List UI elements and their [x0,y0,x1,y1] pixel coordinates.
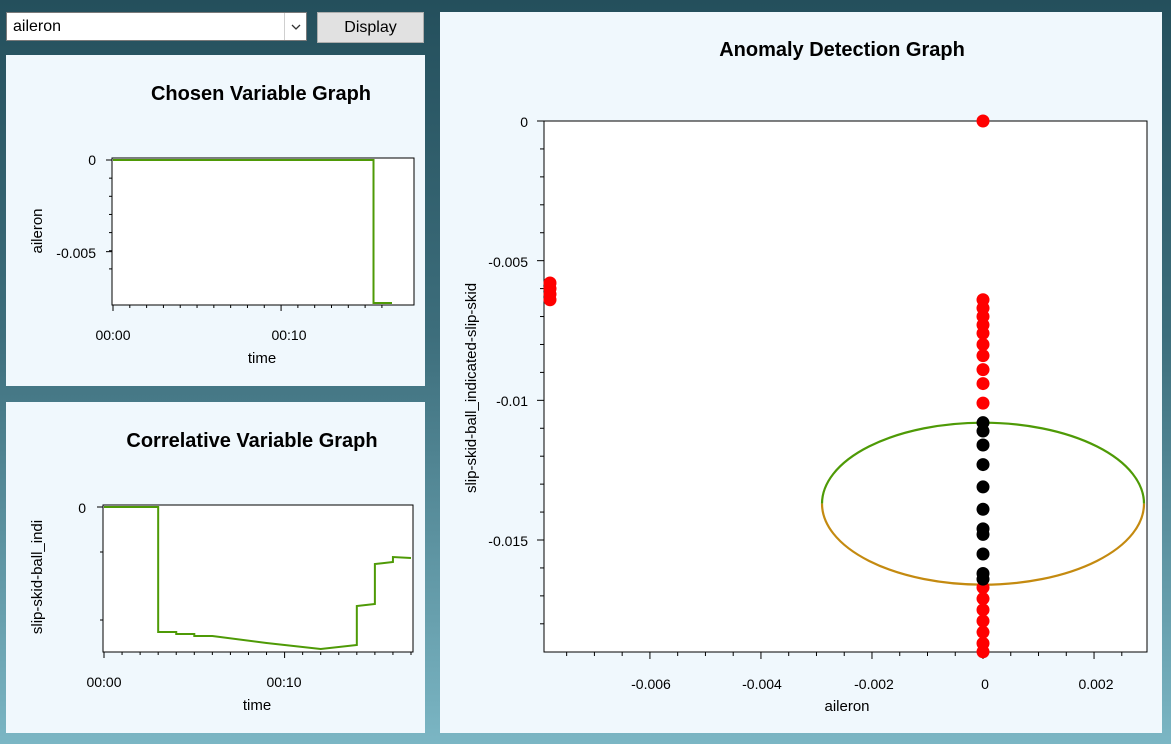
anomaly-normal-point [976,527,990,541]
chosen-variable-chart: Chosen Variable Graph 0 -0.005 00:00 00:… [29,83,415,367]
correlative-ylabel: slip-skid-ball_indi [29,520,46,634]
anomaly-normal-point [976,438,990,452]
anomaly-normal-point [976,424,990,438]
correlative-series-line [104,506,412,651]
anomaly-xlabel: aileron [824,698,869,715]
chosen-plot-area [111,157,415,306]
anomaly-normal-point [976,480,990,494]
chosen-ytick-1: -0.005 [56,245,96,261]
correlative-variable-chart: Correlative Variable Graph 0 00:00 00:10… [29,430,414,714]
correlative-xlabel: time [243,697,271,714]
correlative-plot-area [102,504,414,653]
anomaly-outlier-point [543,293,557,307]
anomaly-ytick-3: -0.015 [488,533,528,549]
variable-select-value: aileron [13,18,62,35]
anomaly-outlier-point [976,337,990,351]
anomaly-xtick-0: -0.006 [631,676,671,692]
anomaly-outlier-point [976,349,990,363]
chosen-xtick-0: 00:00 [95,327,130,343]
anomaly-normal-point [976,572,990,586]
correlative-variable-panel: Correlative Variable Graph 0 00:00 00:10… [6,402,425,733]
anomaly-outlier-point [976,625,990,639]
anomaly-ytick-2: -0.01 [496,393,528,409]
variable-select[interactable]: aileron [6,12,307,41]
anomaly-detection-panel: Anomaly Detection Graph 0 -0.005 -0.01 -… [440,12,1162,733]
chosen-ylabel: aileron [29,208,46,253]
chosen-variable-panel: Chosen Variable Graph 0 -0.005 00:00 00:… [6,55,425,386]
display-button[interactable]: Display [317,12,424,43]
anomaly-normal-point [976,547,990,561]
chosen-xtick-1: 00:10 [271,327,306,343]
correlative-graph-title: Correlative Variable Graph [126,430,377,452]
anomaly-xtick-1: -0.004 [742,676,782,692]
anomaly-normal-point [976,458,990,472]
anomaly-outlier-point [976,396,990,410]
chevron-down-icon[interactable] [284,13,306,40]
chosen-series-line [113,159,392,304]
anomaly-ylabel: slip-skid-ball_indicated-slip-skid [463,283,480,493]
anomaly-outlier-point [976,114,990,128]
chosen-graph-title: Chosen Variable Graph [151,83,371,105]
anomaly-xtick-4: 0.002 [1078,676,1113,692]
anomaly-plot-area [543,120,1148,653]
anomaly-detection-chart: Anomaly Detection Graph 0 -0.005 -0.01 -… [463,39,1148,715]
anomaly-outlier-point [976,614,990,628]
anomaly-outlier-point [976,326,990,340]
correlative-ytick-0: 0 [78,500,86,516]
anomaly-graph-title: Anomaly Detection Graph [719,39,965,61]
anomaly-outlier-point [976,603,990,617]
anomaly-ytick-0: 0 [520,114,528,130]
anomaly-outlier-point [976,363,990,377]
anomaly-normal-point [976,502,990,516]
anomaly-outlier-point [976,645,990,659]
anomaly-outlier-point [976,377,990,391]
anomaly-ytick-1: -0.005 [488,254,528,270]
anomaly-xtick-2: -0.002 [854,676,894,692]
anomaly-xtick-3: 0 [981,676,989,692]
anomaly-outlier-point [976,592,990,606]
correlative-xtick-0: 00:00 [86,674,121,690]
chosen-ytick-0: 0 [88,152,96,168]
chosen-xlabel: time [248,350,276,367]
correlative-xtick-1: 00:10 [266,674,301,690]
